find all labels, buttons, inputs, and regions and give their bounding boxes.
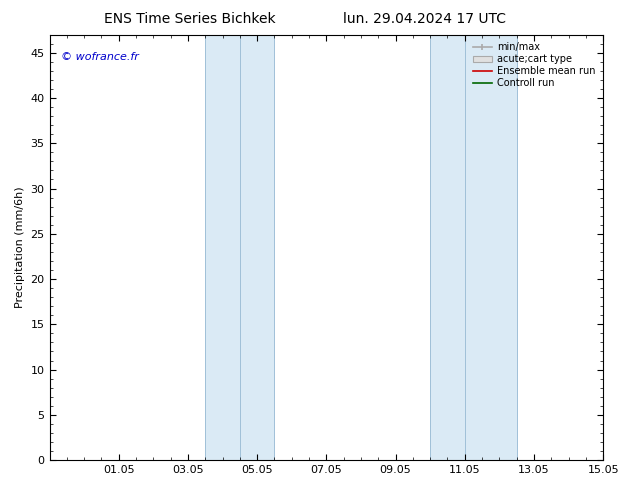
Y-axis label: Precipitation (mm/6h): Precipitation (mm/6h) (15, 187, 25, 308)
Text: © wofrance.fr: © wofrance.fr (61, 51, 138, 62)
Text: lun. 29.04.2024 17 UTC: lun. 29.04.2024 17 UTC (343, 12, 507, 26)
Legend: min/max, acute;cart type, Ensemble mean run, Controll run: min/max, acute;cart type, Ensemble mean … (470, 40, 598, 91)
Text: ENS Time Series Bichkek: ENS Time Series Bichkek (105, 12, 276, 26)
Bar (205, 35, 275, 460)
Bar (430, 35, 517, 460)
